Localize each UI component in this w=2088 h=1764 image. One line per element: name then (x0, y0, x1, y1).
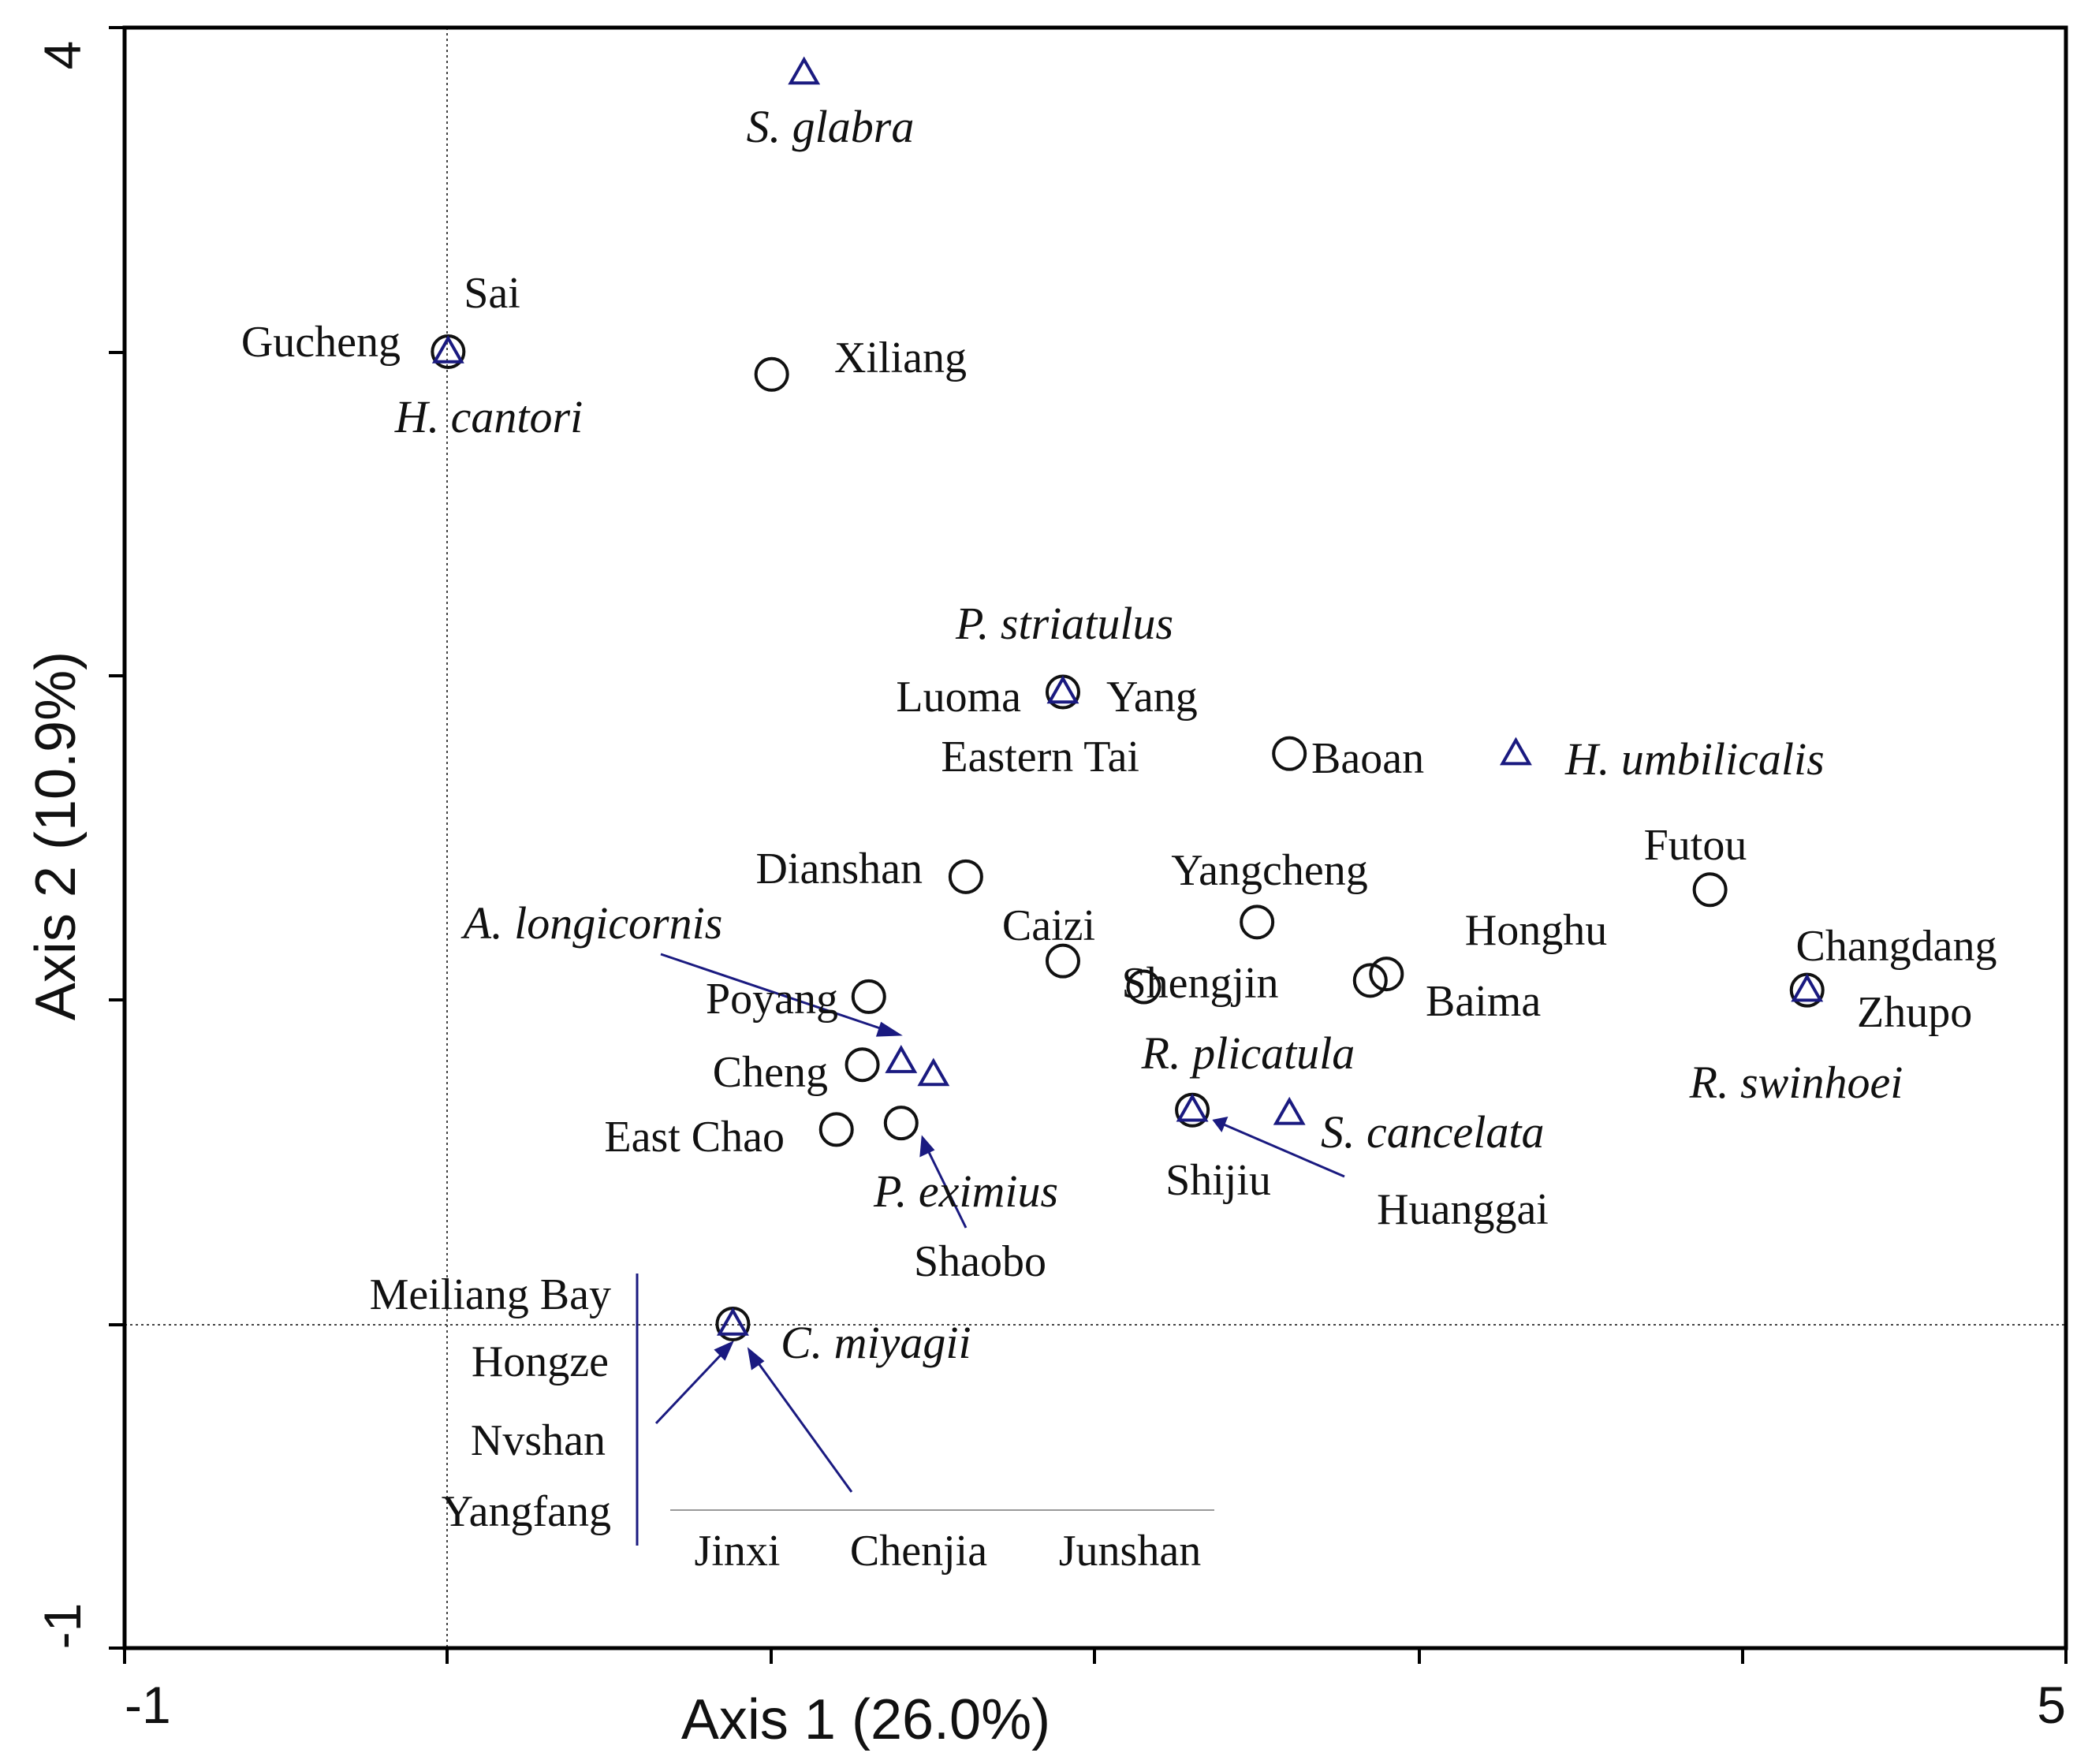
site-point-east-chao (818, 1112, 854, 1147)
label-shijiu: Shijiu (1165, 1156, 1271, 1205)
label-meiliang-bay: Meiliang Bay (370, 1270, 611, 1319)
species-point-c-miyagii (716, 1307, 749, 1336)
species-point-s-glabra (788, 56, 821, 85)
site-point-poyang (851, 979, 886, 1014)
species-point-p-striatulus (1046, 675, 1079, 704)
label-luoma: Luoma (896, 673, 1021, 722)
label-xiliang: Xiliang (834, 334, 967, 382)
site-point-xiliang (754, 356, 789, 392)
label-baoan: Baoan (1311, 734, 1424, 783)
x-tick-label-min: -1 (125, 1676, 171, 1734)
species-point-h-umbilicalis (1499, 737, 1532, 766)
annotation-lines (636, 1274, 1214, 1546)
label-p-striatulus: P. striatulus (955, 598, 1173, 649)
label-huanggai: Huanggai (1377, 1185, 1549, 1234)
label-dianshan: Dianshan (755, 845, 923, 893)
label-s-cancelata: S. cancelata (1321, 1106, 1544, 1158)
point-labels: S. glabra Sai Gucheng H. cantori Xiliang… (241, 101, 1997, 1576)
label-a-longicornis: A. longicornis (460, 897, 723, 949)
label-east-chao: East Chao (604, 1113, 785, 1162)
site-point-honghu (1369, 957, 1404, 992)
label-eastern-tai: Eastern Tai (941, 733, 1139, 781)
y-axis-ticks (109, 26, 125, 1650)
x-axis-label: Axis 1 (26.0%) (681, 1688, 1050, 1751)
species-point-p-eximius (917, 1057, 950, 1087)
label-junshan: Junshan (1059, 1527, 1201, 1576)
label-honghu: Honghu (1465, 906, 1607, 955)
species-point-r-plicatula (1176, 1093, 1209, 1122)
species-point-r-swinhoei (1791, 973, 1824, 1002)
label-caizi: Caizi (1002, 901, 1095, 950)
label-h-cantori: H. cantori (394, 391, 583, 442)
site-point-dianshan (948, 859, 983, 894)
species-point-s-cancelata (1273, 1096, 1306, 1125)
label-s-glabra: S. glabra (747, 101, 915, 152)
species-point-h-cantori (431, 334, 464, 364)
site-point-baima (1352, 963, 1388, 998)
label-sai: Sai (464, 269, 520, 318)
species-point-a-longicornis (885, 1045, 918, 1073)
annotation-arrows (654, 953, 1345, 1493)
label-p-eximius: P. eximius (873, 1165, 1058, 1217)
label-hongze: Hongze (472, 1337, 609, 1386)
y-tick-label-max: 4 (33, 41, 91, 70)
markers-layer (431, 56, 1825, 1341)
label-h-umbilicalis: H. umbilicalis (1564, 733, 1825, 785)
label-futou: Futou (1644, 821, 1747, 870)
site-point-futou (1692, 872, 1728, 908)
label-r-swinhoei: R. swinhoei (1689, 1057, 1903, 1108)
y-axis-label: Axis 2 (10.9%) (24, 651, 88, 1020)
y-tick-label-min: -1 (33, 1603, 91, 1650)
label-zhupo: Zhupo (1857, 988, 1972, 1037)
label-chenjia: Chenjia (850, 1527, 987, 1576)
label-yang: Yang (1106, 673, 1198, 722)
label-baima: Baima (1426, 977, 1541, 1026)
label-yangcheng: Yangcheng (1171, 846, 1367, 895)
label-shaobo: Shaobo (914, 1237, 1046, 1286)
site-point-shengjin (1126, 969, 1161, 1005)
x-tick-label-max: 5 (2037, 1676, 2066, 1734)
label-changdang: Changdang (1795, 922, 1997, 971)
label-r-plicatula: R. plicatula (1141, 1027, 1355, 1079)
label-nvshan: Nvshan (471, 1416, 606, 1465)
site-point-yangcheng (1240, 904, 1275, 940)
label-shengjin: Shengjin (1121, 959, 1278, 1008)
label-c-miyagii: C. miyagii (781, 1317, 971, 1368)
label-yangfang: Yangfang (442, 1487, 611, 1536)
site-point-caizi (1045, 943, 1080, 979)
site-point-shaobo (883, 1106, 919, 1141)
site-point-baoan (1272, 736, 1307, 771)
site-point-cheng (845, 1047, 880, 1083)
label-cheng: Cheng (713, 1048, 828, 1097)
label-poyang: Poyang (706, 975, 838, 1024)
x-axis-ticks (123, 1648, 2067, 1664)
label-jinxi: Jinxi (695, 1527, 781, 1576)
label-gucheng: Gucheng (241, 318, 401, 367)
